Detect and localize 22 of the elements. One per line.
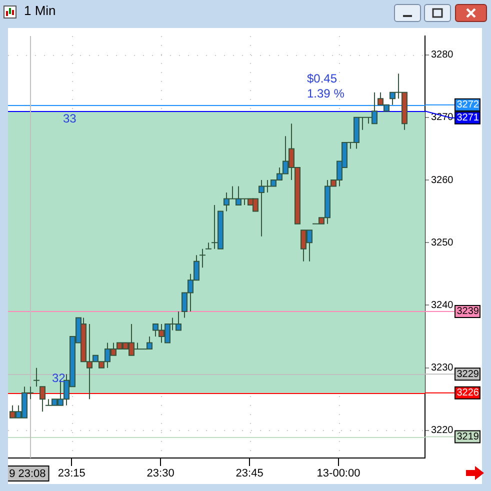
ref-line-label: 3219 <box>456 431 480 442</box>
ref-line-label: 9 23:08 <box>9 468 46 480</box>
y-tick-label: 3280 <box>431 50 454 61</box>
x-tick-label: 23:45 <box>236 468 264 480</box>
x-tick-label: 23:30 <box>146 468 174 480</box>
x-tick-label: 13-00:00 <box>316 468 360 480</box>
ref-line-label: 3239 <box>456 306 480 318</box>
ref-line-label: 3226 <box>456 388 480 399</box>
annotation: 32 <box>52 371 66 386</box>
x-tick-label: 23:15 <box>58 468 86 480</box>
chart-title: 1 Min <box>24 3 56 18</box>
y-tick-label: 3260 <box>431 174 454 186</box>
ref-line-label: 3271 <box>456 112 480 124</box>
y-tick-label: 3220 <box>431 425 454 436</box>
annotation: 33 <box>63 111 77 126</box>
ref-line-label: 3229 <box>456 368 480 380</box>
y-tick-label: 3240 <box>431 300 454 311</box>
y-tick-label: 3230 <box>431 362 454 374</box>
y-tick-label: 3250 <box>431 237 454 248</box>
annotation: $0.45 <box>307 71 338 86</box>
annotation: 1.39 % <box>307 86 345 100</box>
ref-line-label: 3272 <box>456 100 480 111</box>
